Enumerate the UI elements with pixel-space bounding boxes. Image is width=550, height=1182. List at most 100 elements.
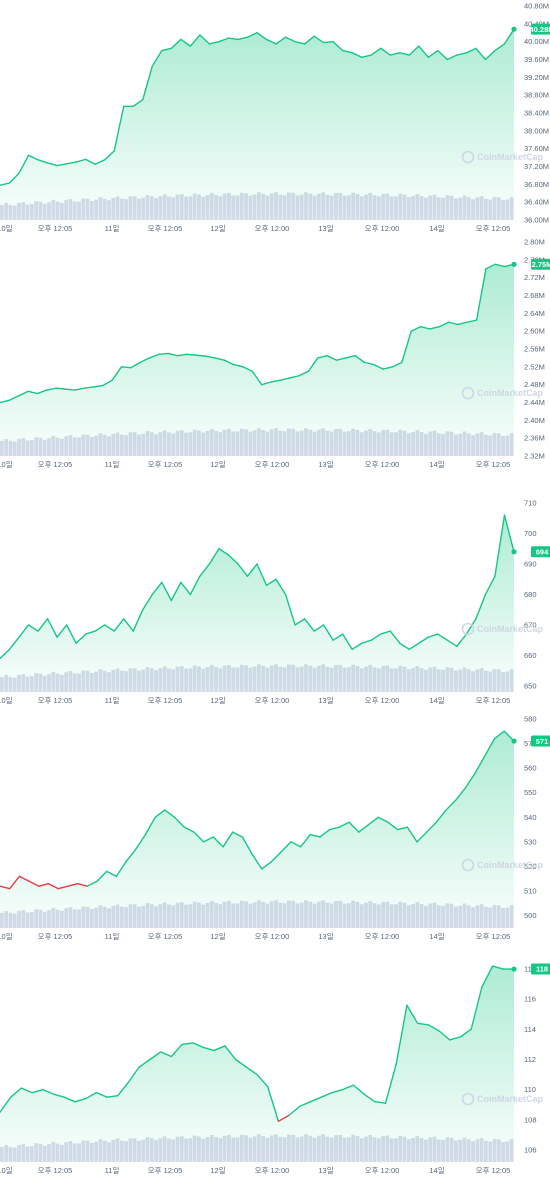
price-line-segment [294,40,306,45]
y-tick-label: 540 [524,813,537,822]
y-tick-label: 530 [524,837,537,846]
x-tick-label: 오후 12:05 [38,1166,73,1175]
y-tick-label: 2.52M [524,362,545,371]
price-line-segment [18,154,30,174]
price-line-segment [67,883,79,887]
price-line-segment [335,357,347,361]
price-line-segment [465,618,477,635]
price-line-segment [374,1101,387,1104]
price-line-segment [144,816,156,836]
price-line-segment [176,353,188,357]
price-line-segment [320,1091,333,1098]
price-line-segment [401,330,412,364]
price-line-segment [382,366,394,370]
watermark-text: CoinMarketCap [477,152,544,162]
current-price-badge [531,258,550,270]
x-tick-label: 오후 12:00 [365,932,400,941]
price-line-segment [227,37,239,41]
price-line-segment [102,379,113,387]
x-tick-label: 오후 12:05 [38,932,73,941]
current-price-dot [511,966,517,972]
price-line-segment [354,354,366,364]
price-line-segment [341,49,353,54]
price-line-segment [326,354,338,361]
price-line-segment [319,828,331,838]
price-line-segment [503,514,515,553]
price-line-segment [481,965,494,988]
x-tick-label: 오후 12:05 [148,1166,183,1175]
y-tick-label: 680 [524,590,537,599]
price-area [0,731,514,928]
price-line-segment [299,1101,312,1107]
price-line-segment [275,36,287,45]
price-line-segment [361,54,372,58]
x-tick-label: 오후 12:00 [365,696,400,705]
x-tick-label: 14일 [429,1166,444,1175]
price-line-segment [322,40,334,44]
price-line-segment [275,578,287,596]
x-tick-label: 12일 [210,932,225,941]
price-line-segment [399,642,410,651]
y-tick-label: 36.00M [524,216,549,225]
price-line-segment [199,34,211,45]
x-tick-label: 오후 12:00 [255,224,290,233]
y-tick-label: 2.48M [524,380,545,389]
price-line-segment [202,836,215,843]
current-price-badge [531,546,550,558]
watermark: CoinMarketCap [461,386,544,400]
price-line-segment [303,618,315,632]
price-line-segment [0,1096,12,1113]
price-line-segment [449,1036,462,1041]
price-line-segment [361,639,372,644]
x-tick-label: 11일 [105,224,120,233]
coinmarketcap-logo-icon [461,150,475,164]
price-line-segment [223,359,235,366]
current-price-label: 2.75M [532,260,550,269]
price-line-segment [267,1085,280,1122]
y-tick-label: 580 [524,714,537,723]
price-line-segment [46,618,58,638]
price-line-segment [234,1058,247,1068]
price-line-segment [74,1097,87,1103]
current-price-badge [531,735,550,747]
price-line-segment [154,809,166,819]
price-line-segment [445,799,457,811]
x-tick-label: 10일 [0,1166,13,1175]
price-line-segment [27,624,39,632]
price-line-segment [222,831,234,848]
price-line-segment [195,354,207,357]
price-line-segment [299,833,312,848]
price-line-segment [284,593,296,626]
price-line-segment [65,161,77,165]
price-line-segment [64,388,76,391]
current-price-dot [511,738,517,744]
price-line-segment [138,1058,151,1068]
price-line-segment [438,321,450,328]
watermark-text: CoinMarketCap [477,1094,544,1104]
price-line-segment [358,823,370,833]
y-tick-label: 112 [524,1055,536,1064]
x-tick-label: 오후 12:05 [476,932,511,941]
price-line-segment [158,352,169,356]
price-line-segment [132,609,144,632]
x-tick-label: 11일 [105,1166,120,1175]
price-line-segment [455,787,467,801]
price-line-segment [199,563,211,577]
price-area [0,29,514,220]
price-line-segment [437,633,449,641]
price-line-segment [485,263,497,270]
price-area [0,264,514,456]
price-line-segment [475,268,487,321]
price-line-segment [352,1084,365,1095]
price-line-segment [170,581,182,602]
price-line-segment [8,636,20,651]
price-line-segment [189,34,201,47]
price-line-segment [120,366,132,369]
watermark: CoinMarketCap [461,858,544,872]
x-tick-label: 오후 12:00 [365,460,400,469]
price-line-segment [202,1046,215,1052]
price-line-segment [204,355,216,359]
price-line-segment [395,1004,408,1065]
price-line-segment [427,633,439,638]
